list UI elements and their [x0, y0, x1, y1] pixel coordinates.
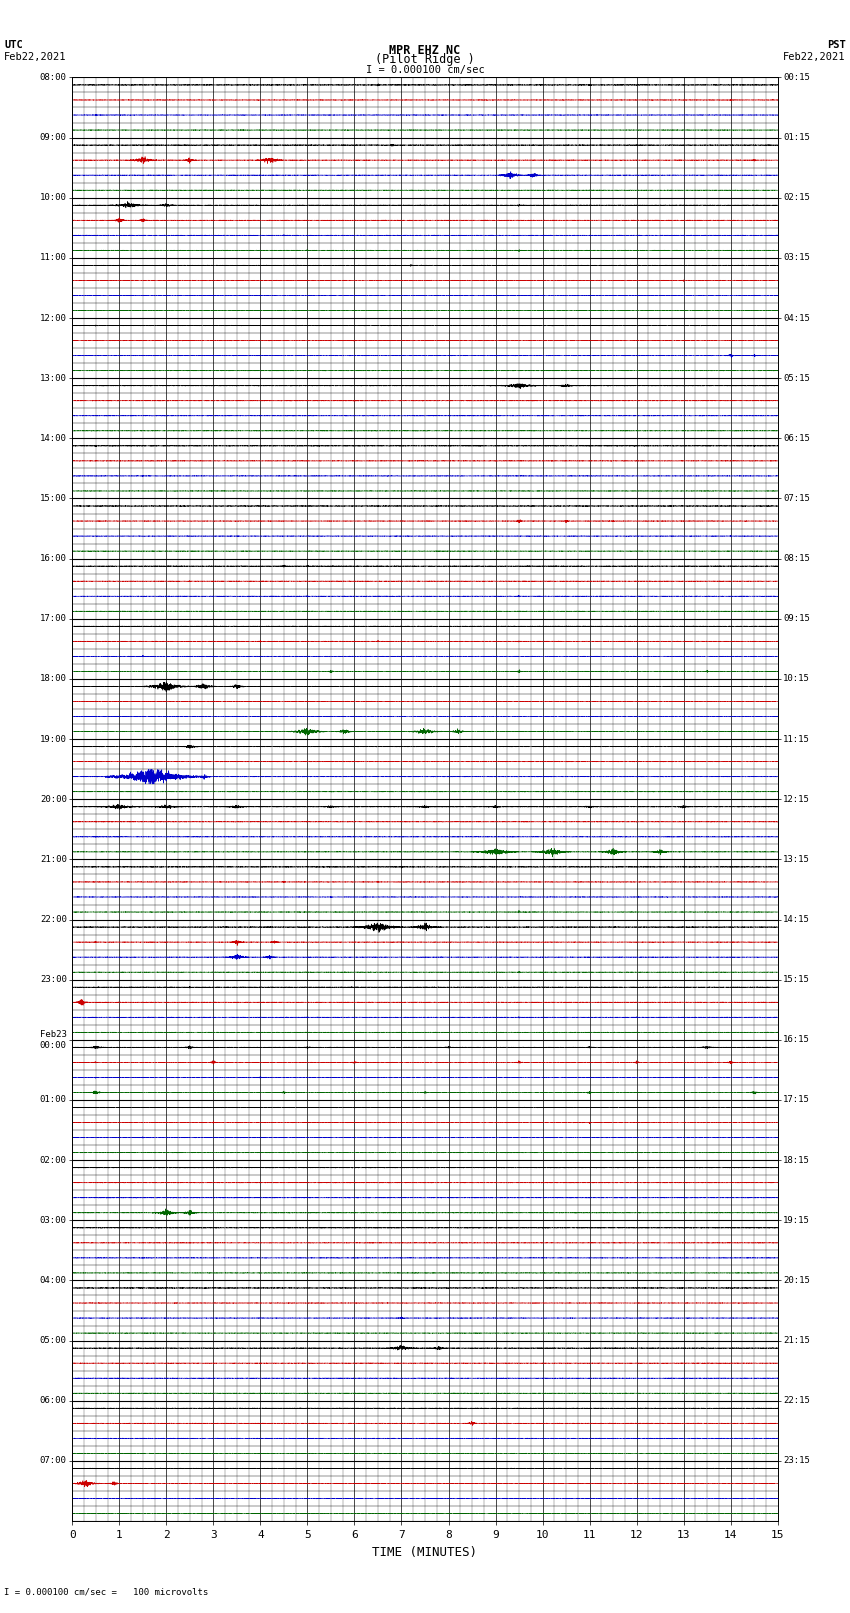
Text: UTC: UTC	[4, 40, 23, 50]
Text: PST: PST	[827, 40, 846, 50]
Text: MPR EHZ NC: MPR EHZ NC	[389, 44, 461, 56]
Text: Feb22,2021: Feb22,2021	[783, 52, 846, 61]
Text: I = 0.000100 cm/sec: I = 0.000100 cm/sec	[366, 65, 484, 74]
Text: (Pilot Ridge ): (Pilot Ridge )	[375, 53, 475, 66]
Text: I = 0.000100 cm/sec =   100 microvolts: I = 0.000100 cm/sec = 100 microvolts	[4, 1587, 208, 1597]
X-axis label: TIME (MINUTES): TIME (MINUTES)	[372, 1545, 478, 1558]
Text: Feb22,2021: Feb22,2021	[4, 52, 67, 61]
